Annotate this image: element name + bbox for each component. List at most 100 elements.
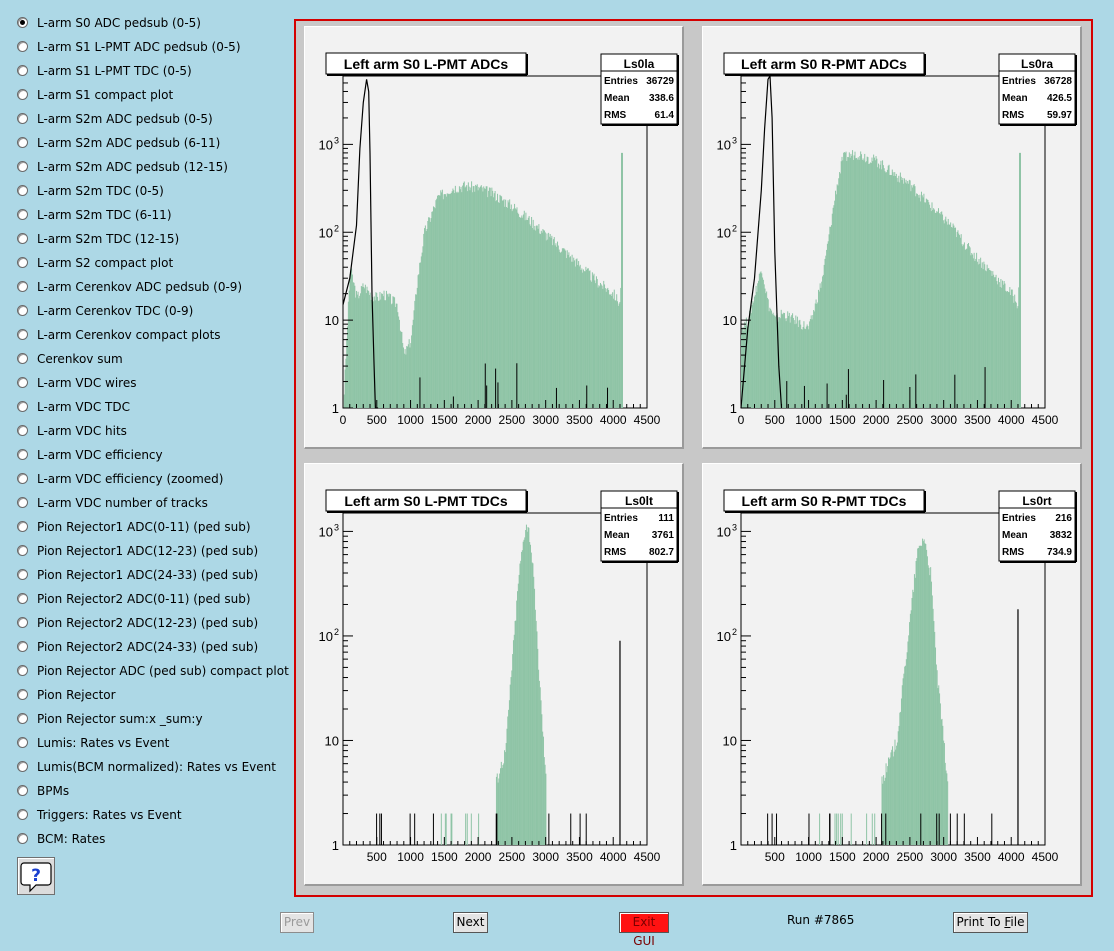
radio-item[interactable]: Lumis: Rates vs Event bbox=[14, 731, 284, 755]
histogram-bar bbox=[432, 211, 434, 408]
radio-item[interactable]: L-arm S2m TDC (6-11) bbox=[14, 203, 284, 227]
radio-button-icon[interactable] bbox=[17, 185, 28, 196]
histogram-bar bbox=[923, 193, 925, 408]
radio-item[interactable]: L-arm VDC wires bbox=[14, 371, 284, 395]
radio-button-icon[interactable] bbox=[17, 617, 28, 628]
radio-button-icon[interactable] bbox=[17, 305, 28, 316]
radio-item[interactable]: Pion Rejector1 ADC(0-11) (ped sub) bbox=[14, 515, 284, 539]
radio-item[interactable]: L-arm VDC TDC bbox=[14, 395, 284, 419]
radio-item[interactable]: L-arm S0 ADC pedsub (0-5) bbox=[14, 11, 284, 35]
radio-button-icon[interactable] bbox=[17, 113, 28, 124]
radio-button-icon[interactable] bbox=[17, 473, 28, 484]
radio-button-icon[interactable] bbox=[17, 713, 28, 724]
histogram-bar bbox=[874, 160, 876, 408]
radio-item[interactable]: L-arm VDC efficiency bbox=[14, 443, 284, 467]
radio-button-icon[interactable] bbox=[17, 785, 28, 796]
radio-button-icon[interactable] bbox=[17, 137, 28, 148]
radio-item[interactable]: Cerenkov sum bbox=[14, 347, 284, 371]
radio-item[interactable]: L-arm S1 L-PMT TDC (0-5) bbox=[14, 59, 284, 83]
radio-button-icon[interactable] bbox=[17, 17, 28, 28]
radio-button-icon[interactable] bbox=[17, 161, 28, 172]
radio-button-icon[interactable] bbox=[17, 89, 28, 100]
radio-button-icon[interactable] bbox=[17, 449, 28, 460]
radio-item[interactable]: L-arm Cerenkov compact plots bbox=[14, 323, 284, 347]
radio-item[interactable]: Pion Rejector2 ADC(12-23) (ped sub) bbox=[14, 611, 284, 635]
radio-button-icon[interactable] bbox=[17, 233, 28, 244]
exit-gui-button[interactable]: Exit GUI bbox=[619, 912, 669, 948]
histogram-bar bbox=[997, 284, 999, 408]
radio-item[interactable]: BCM: Rates bbox=[14, 827, 284, 851]
print-to-file-button[interactable]: Print To File bbox=[953, 912, 1028, 933]
histogram-bar bbox=[998, 282, 1000, 408]
histogram-bar bbox=[930, 211, 932, 408]
radio-item[interactable]: Pion Rejector2 ADC(0-11) (ped sub) bbox=[14, 587, 284, 611]
histogram-bar bbox=[931, 202, 933, 408]
radio-button-icon[interactable] bbox=[17, 737, 28, 748]
radio-item[interactable]: L-arm VDC hits bbox=[14, 419, 284, 443]
radio-button-icon[interactable] bbox=[17, 665, 28, 676]
histogram-bar bbox=[942, 214, 944, 408]
radio-item[interactable]: L-arm S2m TDC (12-15) bbox=[14, 227, 284, 251]
radio-button-icon[interactable] bbox=[17, 833, 28, 844]
radio-item[interactable]: L-arm S2m TDC (0-5) bbox=[14, 179, 284, 203]
radio-item[interactable]: L-arm VDC efficiency (zoomed) bbox=[14, 467, 284, 491]
radio-button-icon[interactable] bbox=[17, 689, 28, 700]
radio-item[interactable]: L-arm S2m ADC pedsub (12-15) bbox=[14, 155, 284, 179]
radio-item[interactable]: Pion Rejector1 ADC(12-23) (ped sub) bbox=[14, 539, 284, 563]
histogram-bar bbox=[938, 685, 940, 845]
next-button[interactable]: Next bbox=[453, 912, 488, 933]
histogram-bar bbox=[896, 742, 898, 845]
histogram-bar bbox=[527, 217, 529, 408]
prev-button[interactable]: Prev bbox=[280, 912, 314, 933]
radio-item[interactable]: L-arm S1 compact plot bbox=[14, 83, 284, 107]
help-button[interactable]: ? bbox=[17, 857, 55, 895]
radio-button-icon[interactable] bbox=[17, 569, 28, 580]
radio-button-icon[interactable] bbox=[17, 497, 28, 508]
radio-button-icon[interactable] bbox=[17, 425, 28, 436]
radio-item[interactable]: L-arm S2m ADC pedsub (6-11) bbox=[14, 131, 284, 155]
stats-key: RMS bbox=[604, 547, 627, 558]
radio-button-icon[interactable] bbox=[17, 329, 28, 340]
histogram-bar bbox=[982, 269, 984, 408]
radio-button-icon[interactable] bbox=[17, 353, 28, 364]
radio-item[interactable]: Pion Rejector1 ADC(24-33) (ped sub) bbox=[14, 563, 284, 587]
histogram-bar bbox=[814, 303, 816, 408]
radio-button-icon[interactable] bbox=[17, 809, 28, 820]
radio-item[interactable]: L-arm VDC number of tracks bbox=[14, 491, 284, 515]
histogram-bar bbox=[418, 274, 420, 408]
histogram-bar bbox=[887, 165, 889, 408]
radio-button-icon[interactable] bbox=[17, 761, 28, 772]
histogram-bar bbox=[933, 209, 935, 408]
radio-button-icon[interactable] bbox=[17, 641, 28, 652]
radio-item[interactable]: Pion Rejector bbox=[14, 683, 284, 707]
histogram-bar bbox=[857, 157, 859, 408]
radio-item[interactable]: Triggers: Rates vs Event bbox=[14, 803, 284, 827]
radio-item[interactable]: Pion Rejector2 ADC(24-33) (ped sub) bbox=[14, 635, 284, 659]
histogram-bar bbox=[879, 164, 881, 408]
radio-button-icon[interactable] bbox=[17, 377, 28, 388]
radio-button-icon[interactable] bbox=[17, 41, 28, 52]
radio-item[interactable]: L-arm S2m ADC pedsub (0-5) bbox=[14, 107, 284, 131]
radio-item[interactable]: Pion Rejector ADC (ped sub) compact plot bbox=[14, 659, 289, 683]
radio-item[interactable]: L-arm Cerenkov ADC pedsub (0-9) bbox=[14, 275, 284, 299]
radio-item[interactable]: Pion Rejector sum:x _sum:y bbox=[14, 707, 284, 731]
radio-button-icon[interactable] bbox=[17, 281, 28, 292]
radio-button-icon[interactable] bbox=[17, 65, 28, 76]
radio-button-icon[interactable] bbox=[17, 257, 28, 268]
histogram-bar bbox=[390, 294, 392, 408]
radio-item[interactable]: BPMs bbox=[14, 779, 284, 803]
histogram-bar bbox=[887, 766, 889, 845]
histogram-bar bbox=[587, 268, 589, 408]
radio-item[interactable]: L-arm Cerenkov TDC (0-9) bbox=[14, 299, 284, 323]
histogram-bar bbox=[926, 556, 928, 845]
radio-item[interactable]: Lumis(BCM normalized): Rates vs Event bbox=[14, 755, 284, 779]
radio-button-icon[interactable] bbox=[17, 545, 28, 556]
histogram-bar bbox=[465, 186, 467, 408]
radio-button-icon[interactable] bbox=[17, 593, 28, 604]
radio-item[interactable]: L-arm S2 compact plot bbox=[14, 251, 284, 275]
histogram-bar bbox=[507, 716, 509, 845]
radio-item[interactable]: L-arm S1 L-PMT ADC pedsub (0-5) bbox=[14, 35, 284, 59]
radio-button-icon[interactable] bbox=[17, 521, 28, 532]
radio-button-icon[interactable] bbox=[17, 209, 28, 220]
radio-button-icon[interactable] bbox=[17, 401, 28, 412]
